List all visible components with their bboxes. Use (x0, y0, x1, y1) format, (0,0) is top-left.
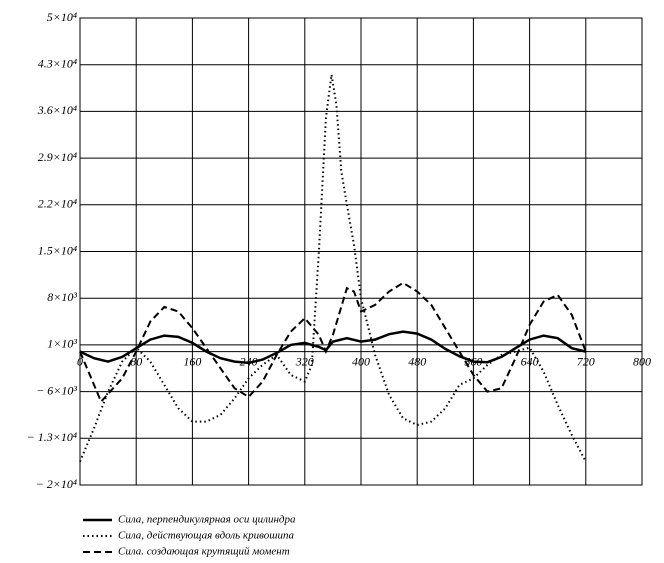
y-tick-label: − 1.3×10⁴ (27, 430, 77, 444)
x-tick-label: 480 (408, 354, 426, 368)
y-tick-label: 5×10⁴ (47, 10, 77, 24)
x-tick-label: 0 (77, 354, 83, 368)
legend-label: Сила, действующая вдоль кривошипа (118, 530, 295, 542)
y-tick-label: 8×10³ (47, 290, 77, 304)
x-tick-label: 240 (240, 354, 258, 368)
y-tick-label: 2.2×10⁴ (38, 197, 77, 211)
x-tick-label: 80 (130, 354, 142, 368)
y-tick-label: 4.3×10⁴ (38, 56, 77, 70)
y-tick-label: 1×10³ (47, 337, 77, 351)
x-tick-label: 160 (183, 354, 201, 368)
series-line (79, 281, 587, 404)
y-tick-label: 1.5×10⁴ (38, 243, 77, 257)
x-tick-label: 800 (633, 354, 651, 368)
y-tick-label: 3.6×10⁴ (37, 103, 77, 117)
legend-label: Сила. создающая крутящий момент (118, 546, 290, 558)
legend-label: Сила, перпендикулярная оси цилиндра (118, 514, 296, 526)
x-tick-label: 720 (577, 354, 595, 368)
x-tick-label: 640 (521, 354, 539, 368)
y-tick-label: 2.9×10⁴ (38, 150, 77, 164)
y-tick-label: − 2×10⁴ (36, 477, 77, 491)
x-tick-label: 320 (295, 354, 314, 368)
y-tick-label: − 6×10³ (36, 383, 77, 397)
series-line (79, 330, 587, 365)
x-tick-label: 400 (352, 354, 370, 368)
series-line (79, 74, 587, 463)
